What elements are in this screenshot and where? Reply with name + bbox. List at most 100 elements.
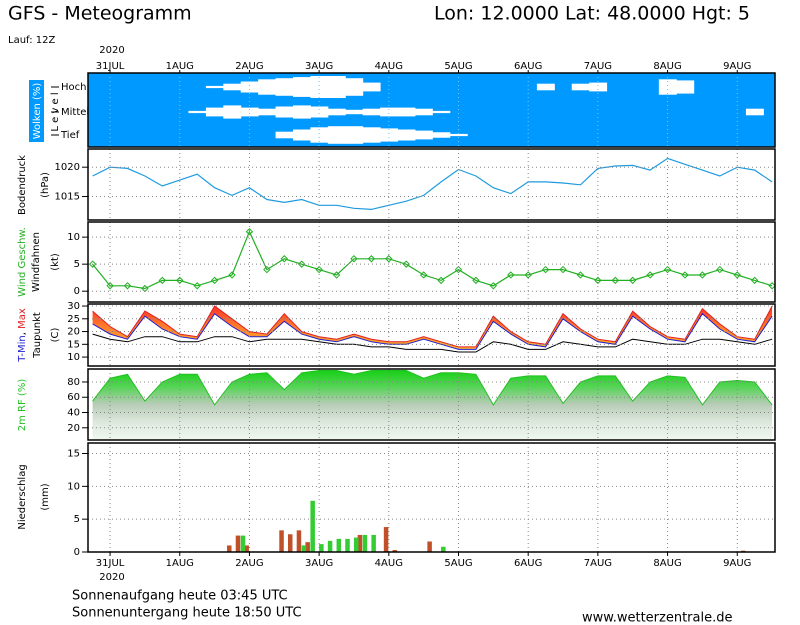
wind-marker bbox=[507, 271, 515, 279]
wind-marker bbox=[332, 271, 341, 279]
x-tick-label: 3AUG bbox=[305, 61, 333, 72]
y-tick-label: 80 bbox=[67, 377, 80, 388]
x-tick-label: 2AUG bbox=[235, 558, 263, 569]
axis-label: Windfahnen bbox=[31, 232, 42, 292]
precip-bar bbox=[357, 534, 363, 552]
y-tick-label: 15 bbox=[67, 339, 80, 350]
wind-marker bbox=[524, 271, 532, 279]
y-tick-label: 10 bbox=[67, 352, 80, 363]
wind-marker bbox=[350, 255, 358, 263]
wind-marker bbox=[298, 260, 306, 268]
cloud-gap bbox=[414, 130, 433, 140]
wind-marker bbox=[472, 276, 480, 285]
cloud-gap bbox=[397, 107, 416, 117]
precip-bar bbox=[301, 545, 307, 552]
cloud-gap bbox=[292, 129, 311, 141]
sunset: Sonnenuntergang heute 18:50 UTC bbox=[72, 606, 302, 621]
y-tick-label: 1020 bbox=[55, 162, 80, 173]
y-tick-label: 20 bbox=[67, 327, 80, 338]
panel-frame bbox=[87, 303, 776, 367]
wind-marker bbox=[123, 282, 132, 290]
precip-bar bbox=[336, 538, 342, 552]
temperature-line bbox=[92, 333, 773, 353]
cloud-gap bbox=[380, 107, 399, 117]
precip-bar bbox=[441, 546, 446, 552]
precip-bar bbox=[240, 535, 246, 552]
y-tick-label: 1015 bbox=[55, 192, 80, 203]
precip-bar bbox=[362, 534, 368, 552]
cloud-gap bbox=[310, 127, 329, 143]
cloud-gap bbox=[362, 127, 381, 143]
precip-bar bbox=[279, 530, 284, 552]
wind-marker bbox=[228, 271, 236, 279]
axis-label: Bodendruck bbox=[17, 155, 28, 215]
y-tick-label: 20 bbox=[67, 423, 80, 434]
wind-marker bbox=[733, 271, 741, 279]
cloud-gap bbox=[188, 110, 207, 114]
wind-marker bbox=[280, 255, 288, 263]
wind-marker bbox=[594, 276, 602, 285]
x-tick-label: 4AUG bbox=[375, 61, 403, 72]
cloud-gap bbox=[676, 80, 695, 94]
cloud-gap bbox=[327, 76, 346, 98]
wind-marker bbox=[541, 265, 550, 274]
legend-max: Max bbox=[17, 308, 28, 329]
wind-marker bbox=[315, 265, 323, 274]
cloud-gap bbox=[275, 131, 294, 139]
cloud-gap bbox=[362, 108, 381, 116]
precip-bar bbox=[227, 545, 232, 552]
precip-bar bbox=[287, 534, 293, 552]
precip-bar bbox=[296, 530, 302, 552]
temperature-band bbox=[92, 306, 773, 350]
x-tick-label: 7AUG bbox=[584, 558, 612, 569]
wind-marker bbox=[210, 276, 219, 285]
x-tick-label: 4AUG bbox=[375, 558, 403, 569]
x-tick-label: 9AUG bbox=[723, 61, 751, 72]
cloud-gap bbox=[205, 85, 224, 89]
y-tick-label: 40 bbox=[67, 408, 80, 419]
y-tick-label: 0 bbox=[74, 286, 80, 297]
cloud-gap bbox=[414, 108, 433, 116]
x-tick-label: 7AUG bbox=[584, 61, 612, 72]
wind-marker bbox=[646, 271, 654, 279]
x-tick-label: 8AUG bbox=[653, 61, 681, 72]
wind-marker bbox=[263, 265, 271, 274]
wind-marker bbox=[611, 276, 620, 285]
cloud-gap bbox=[449, 133, 468, 137]
wind-marker bbox=[576, 271, 585, 279]
precip-bar bbox=[319, 544, 324, 552]
axis-label: Niederschlag bbox=[17, 464, 28, 529]
x-tick-label: 31JUL bbox=[96, 558, 125, 569]
panel-frame bbox=[87, 368, 776, 441]
cloud-gap bbox=[223, 83, 242, 91]
cloud-gap bbox=[571, 83, 590, 91]
x-tick-label: 2AUG bbox=[235, 61, 263, 72]
y-tick-label: 30 bbox=[67, 301, 80, 312]
y-tick-label: 60 bbox=[67, 392, 80, 403]
y-tick-label: 10 bbox=[67, 481, 80, 492]
cloud-gap bbox=[258, 108, 277, 116]
axis-label: T-Min, Max bbox=[17, 308, 28, 363]
x-tick-label: 6AUG bbox=[514, 558, 542, 569]
precip-bar bbox=[310, 500, 315, 552]
cloud-gap bbox=[223, 105, 242, 119]
wind-marker bbox=[698, 271, 707, 279]
wind-marker bbox=[176, 276, 184, 285]
precip-bar bbox=[235, 535, 241, 552]
temperature-line bbox=[92, 312, 773, 350]
level-name: Hoch bbox=[61, 82, 86, 93]
humidity-line bbox=[92, 370, 773, 406]
year-top: 2020 bbox=[99, 45, 124, 56]
wind-marker bbox=[454, 265, 463, 274]
precip-bar bbox=[427, 541, 432, 552]
panel-frame bbox=[87, 221, 776, 303]
separator: , bbox=[17, 332, 28, 335]
wind-marker bbox=[629, 276, 637, 285]
precip-bar bbox=[345, 538, 350, 552]
axis-label: 2m RF (%) bbox=[17, 379, 28, 432]
cloud-gap bbox=[345, 109, 364, 115]
precip-bar bbox=[383, 527, 389, 552]
cloud-gap bbox=[745, 108, 764, 116]
precip-bar bbox=[371, 534, 376, 552]
